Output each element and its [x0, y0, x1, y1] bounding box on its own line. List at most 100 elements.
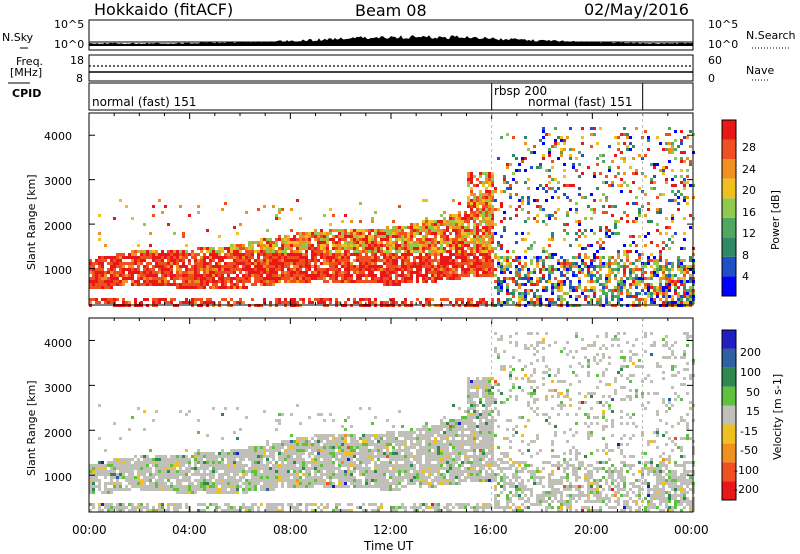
power-cell: [509, 292, 512, 295]
power-cell: [482, 238, 485, 241]
power-cell: [455, 274, 458, 277]
power-cell: [374, 211, 377, 214]
velocity-cell: [293, 479, 296, 482]
power-cell: [359, 262, 362, 265]
velocity-cell: [386, 479, 389, 482]
power-cell: [296, 262, 299, 265]
power-cell: [683, 136, 686, 139]
velocity-cell: [152, 464, 155, 467]
power-cell: [554, 142, 557, 145]
power-cell: [389, 277, 392, 280]
power-cell: [185, 268, 188, 271]
power-cell: [581, 292, 584, 295]
velocity-cell: [362, 443, 365, 446]
velocity-cell: [332, 509, 335, 512]
velocity-cell: [98, 470, 101, 473]
power-cell: [656, 211, 659, 214]
power-cell: [311, 271, 314, 274]
power-cell: [476, 259, 479, 262]
power-cell: [251, 256, 254, 259]
velocity-cell: [272, 473, 275, 476]
velocity-cell: [383, 434, 386, 437]
power-cell: [524, 298, 527, 301]
velocity-cell: [107, 464, 110, 467]
power-cell: [371, 250, 374, 253]
velocity-cell: [359, 482, 362, 485]
power-cell: [254, 262, 257, 265]
velocity-cell: [374, 509, 377, 512]
velocity-cell: [287, 476, 290, 479]
power-cell: [569, 286, 572, 289]
velocity-cell: [386, 455, 389, 458]
velocity-cell: [104, 470, 107, 473]
power-cell: [302, 298, 305, 301]
power-cell: [578, 277, 581, 280]
power-cell: [665, 148, 668, 151]
velocity-cell: [353, 461, 356, 464]
power-cell: [590, 244, 593, 247]
power-cell: [98, 262, 101, 265]
velocity-cell: [104, 473, 107, 476]
power-cell: [155, 274, 158, 277]
power-cell: [647, 208, 650, 211]
power-cell: [437, 268, 440, 271]
velocity-cell: [170, 458, 173, 461]
power-cell: [485, 232, 488, 235]
power-cell: [191, 286, 194, 289]
power-cell: [632, 271, 635, 274]
velocity-cell: [272, 470, 275, 473]
power-cell: [275, 253, 278, 256]
power-cell: [482, 220, 485, 223]
velocity-cell: [377, 464, 380, 467]
velocity-cell: [371, 473, 374, 476]
velocity-cell: [341, 479, 344, 482]
power-cell: [482, 205, 485, 208]
power-cell: [488, 229, 491, 232]
velocity-cell: [158, 503, 161, 506]
power-cell: [311, 265, 314, 268]
power-cell: [599, 244, 602, 247]
velocity-cell: [377, 449, 380, 452]
power-cell: [110, 298, 113, 301]
velocity-cell: [278, 503, 281, 506]
power-cell: [542, 208, 545, 211]
velocity-cell: [314, 449, 317, 452]
power-cell: [668, 283, 671, 286]
power-cell: [278, 217, 281, 220]
power-cell: [548, 175, 551, 178]
velocity-cell: [149, 467, 152, 470]
power-cell: [341, 277, 344, 280]
velocity-cell: [236, 479, 239, 482]
power-cell: [215, 274, 218, 277]
velocity-cell: [368, 473, 371, 476]
power-cell: [275, 217, 278, 220]
velocity-cell: [305, 461, 308, 464]
power-cell: [485, 226, 488, 229]
power-cell: [98, 256, 101, 259]
velocity-cell: [182, 473, 185, 476]
power-cell: [212, 283, 215, 286]
power-cell: [344, 253, 347, 256]
power-cell: [230, 253, 233, 256]
power-cell: [116, 277, 119, 280]
power-cell: [554, 283, 557, 286]
power-cell: [530, 280, 533, 283]
power-cell: [227, 250, 230, 253]
power-cell: [683, 292, 686, 295]
power-cell: [620, 277, 623, 280]
power-cell: [467, 241, 470, 244]
power-cell: [338, 271, 341, 274]
power-cell: [680, 301, 683, 304]
power-cell: [485, 229, 488, 232]
power-cell: [614, 277, 617, 280]
velocity-cell: [347, 446, 350, 449]
power-cell: [416, 232, 419, 235]
velocity-cell: [386, 446, 389, 449]
power-cell: [689, 163, 692, 166]
velocity-cell: [269, 467, 272, 470]
power-cell: [473, 262, 476, 265]
power-cell: [638, 283, 641, 286]
power-cell: [449, 262, 452, 265]
power-cell: [470, 262, 473, 265]
power-cell: [467, 181, 470, 184]
